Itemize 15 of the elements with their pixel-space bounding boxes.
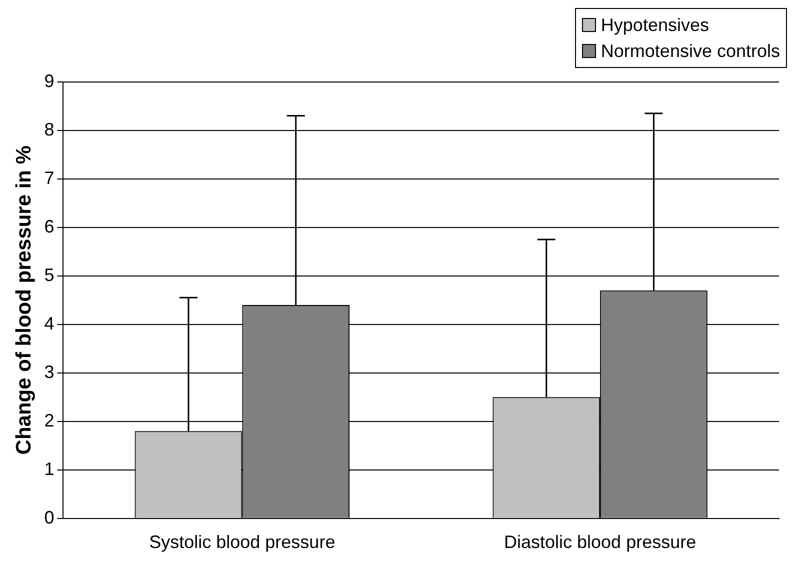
y-tick-label: 4 [44, 313, 54, 334]
y-tick-label: 9 [44, 70, 54, 91]
legend-label: Hypotensives [600, 14, 709, 37]
x-tick-label: Diastolic blood pressure [504, 532, 696, 552]
y-tick-label: 8 [44, 119, 54, 140]
y-axis-title: Change of blood pressure in % [12, 145, 36, 455]
x-tick-label: Systolic blood pressure [149, 532, 336, 552]
legend-label: Normotensive controls [600, 40, 780, 63]
y-tick-label: 2 [44, 410, 54, 430]
y-tick-label: 5 [44, 264, 54, 285]
y-tick-label: 3 [44, 362, 54, 382]
y-tick-label: 0 [44, 507, 54, 528]
y-tick-label: 1 [44, 458, 54, 479]
y-tick-label: 6 [44, 216, 54, 236]
y-tick-label: 7 [44, 168, 54, 188]
